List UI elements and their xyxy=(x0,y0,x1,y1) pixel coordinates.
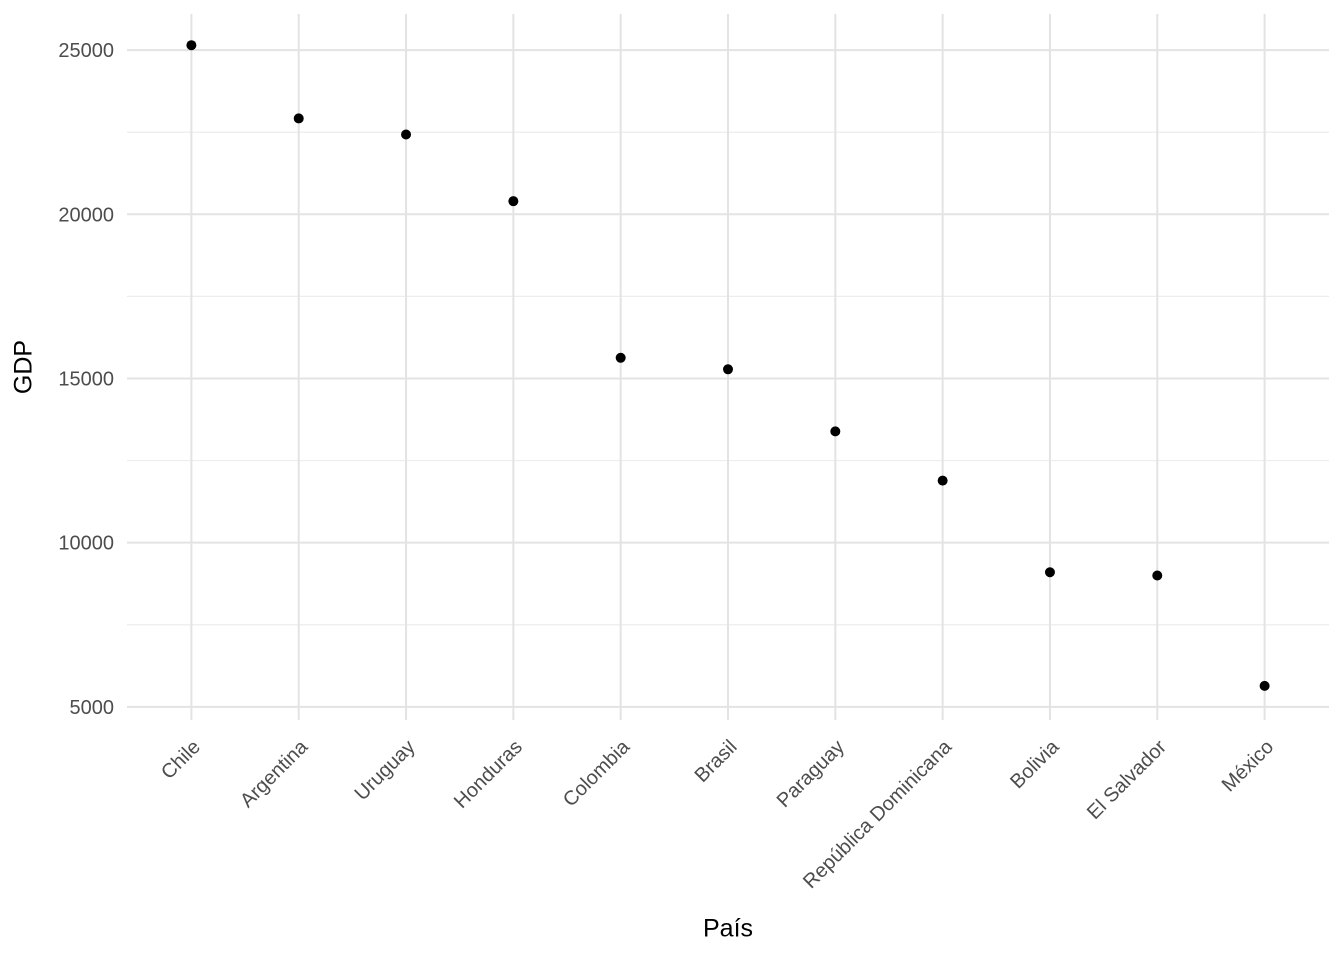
data-point-bolivia xyxy=(1044,567,1055,578)
x-tick-label-paraguay: Paraguay xyxy=(773,736,849,812)
x-tick-label-chile: Chile xyxy=(157,736,205,784)
y-axis-title: GDP xyxy=(9,339,38,395)
data-point-uruguay xyxy=(401,129,412,140)
data-point-argentina xyxy=(293,113,304,124)
data-point-honduras xyxy=(508,196,519,207)
x-tick-label-mexico: México xyxy=(1218,736,1278,796)
y-tick-label-5000: 5000 xyxy=(70,697,115,719)
y-tick-label-25000: 25000 xyxy=(58,40,114,62)
y-tick-label-15000: 15000 xyxy=(58,368,114,390)
x-tick-label-honduras: Honduras xyxy=(450,736,527,813)
x-tick-label-el-salvador: El Salvador xyxy=(1083,736,1171,824)
x-tick-label-brasil: Brasil xyxy=(691,736,742,787)
x-tick-label-colombia: Colombia xyxy=(559,735,635,811)
data-point-colombia xyxy=(615,352,626,363)
data-point-republica-dominicana xyxy=(937,475,948,486)
data-point-mexico xyxy=(1259,680,1270,691)
x-tick-label-uruguay: Uruguay xyxy=(351,736,420,805)
data-point-paraguay xyxy=(830,426,841,437)
x-tick-label-bolivia: Bolivia xyxy=(1006,735,1064,793)
x-axis-title: País xyxy=(702,914,754,943)
x-tick-label-argentina: Argentina xyxy=(236,735,313,812)
y-tick-label-10000: 10000 xyxy=(58,533,114,555)
data-point-chile xyxy=(186,40,197,51)
data-point-brasil xyxy=(723,364,733,375)
data-point-el-salvador xyxy=(1152,570,1163,581)
y-tick-label-20000: 20000 xyxy=(58,204,114,226)
